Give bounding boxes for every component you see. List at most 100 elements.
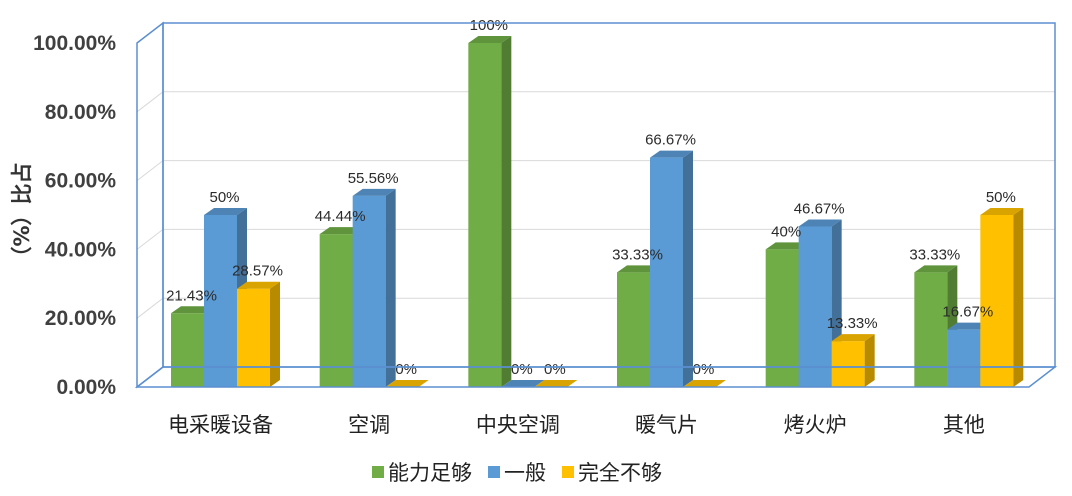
y-tick-label: 0.00%: [56, 376, 116, 399]
bars: [171, 36, 1024, 387]
y-axis-label: （%）比占: [10, 162, 34, 267]
x-category-label: 其他: [943, 413, 985, 437]
data-label: 0%: [693, 361, 715, 378]
bar-top: [501, 380, 545, 387]
gridline-side: [136, 297, 164, 319]
data-label: 16.67%: [942, 304, 993, 321]
bar-front: [798, 226, 832, 387]
axes: 0.00% 20.00% 40.00% 60.00% 80.00% 100.00% （%）比…: [10, 21, 1058, 437]
bar-front: [617, 272, 650, 387]
data-label: 28.57%: [232, 263, 283, 280]
side-wall: [136, 21, 164, 389]
bar-top: [468, 36, 512, 43]
data-label: 33.33%: [909, 246, 960, 263]
bar-side: [385, 188, 396, 387]
data-label: 0%: [511, 361, 533, 378]
y-tick-label: 60.00%: [45, 170, 117, 193]
bar-front: [237, 288, 270, 387]
bar-front: [650, 157, 683, 387]
bar-3-2: [683, 380, 726, 387]
y-tick-label: 100.00%: [33, 32, 116, 55]
bar-front: [765, 249, 799, 387]
data-label: 0%: [544, 361, 566, 378]
data-label: 46.67%: [794, 200, 845, 217]
gridline-side: [136, 229, 164, 250]
legend-swatch: [488, 466, 500, 478]
bar-1-1: [352, 188, 396, 387]
bar-top: [352, 188, 396, 196]
bar-top: [798, 219, 842, 227]
bar-side: [270, 281, 280, 387]
bar-5-0: [914, 265, 958, 387]
legend-label: 一般: [504, 461, 546, 485]
bar-front: [171, 313, 204, 387]
bar-side: [864, 334, 875, 387]
bar-side: [683, 150, 693, 387]
x-category-label: 电采暖设备: [168, 413, 273, 437]
bar-front: [980, 215, 1014, 387]
data-label: 50%: [986, 189, 1016, 206]
bar-top: [617, 265, 660, 273]
bar-top: [831, 334, 875, 342]
bar-side: [501, 36, 512, 387]
bar-2-2: [534, 380, 578, 387]
x-category-label: 空调: [348, 413, 390, 437]
legend-item-1: 一般: [488, 461, 546, 485]
data-label: 50%: [209, 189, 239, 206]
bar-2-0: [468, 36, 512, 387]
bar-top: [765, 242, 809, 250]
bar-front: [468, 43, 502, 387]
legend: 能力足够 一般 完全不够: [372, 461, 662, 485]
bar-0-2: [237, 281, 280, 387]
bar-top: [385, 380, 429, 387]
data-label: 13.33%: [827, 315, 878, 332]
bar-5-2: [980, 208, 1024, 387]
data-label: 100%: [470, 17, 508, 34]
legend-item-2: 完全不够: [562, 461, 662, 485]
legend-swatch: [562, 466, 574, 478]
legend-swatch: [372, 466, 384, 478]
bar-1-2: [385, 380, 429, 387]
bar-top: [237, 281, 280, 289]
bar-top: [171, 306, 214, 314]
x-category-label: 烤火炉: [784, 413, 847, 437]
bar-4-2: [831, 334, 875, 387]
bar-front: [319, 234, 353, 387]
data-label: 0%: [395, 361, 417, 378]
bar-front: [914, 272, 948, 387]
data-labels: 21.43% 50% 28.57% 44.44% 55.56% 0% 100% 0% 0% 33.…: [166, 17, 1016, 378]
bar-3-1: [650, 150, 693, 387]
data-label: 40%: [771, 223, 801, 240]
bar-2-1: [501, 380, 545, 387]
bar-front: [947, 329, 981, 387]
legend-label: 完全不够: [578, 461, 662, 485]
bar-front: [352, 195, 386, 387]
gridline-side: [136, 160, 164, 181]
data-label: 21.43%: [166, 287, 217, 304]
gridline-side: [136, 91, 164, 113]
data-label: 44.44%: [315, 208, 366, 225]
bar-top: [319, 227, 363, 235]
bar-front: [831, 341, 865, 387]
y-tick-label: 20.00%: [45, 307, 117, 330]
bar-top: [683, 380, 726, 387]
data-label: 55.56%: [348, 170, 399, 187]
bar-side: [1013, 208, 1024, 387]
bar-top: [947, 322, 991, 330]
y-tick-label: 40.00%: [45, 238, 117, 261]
data-label: 66.67%: [645, 132, 696, 149]
bar-top: [914, 265, 958, 273]
bar-top: [204, 208, 247, 215]
x-category-label: 中央空调: [476, 413, 560, 437]
bar-top: [980, 208, 1024, 215]
bar-front: [204, 215, 237, 387]
floor: [134, 366, 1058, 388]
x-category-label: 暖气片: [635, 413, 698, 437]
data-label: 33.33%: [612, 246, 663, 263]
legend-label: 能力足够: [388, 461, 472, 485]
y-tick-label: 80.00%: [45, 101, 117, 124]
bar-top: [534, 380, 578, 387]
legend-item-0: 能力足够: [372, 461, 472, 485]
